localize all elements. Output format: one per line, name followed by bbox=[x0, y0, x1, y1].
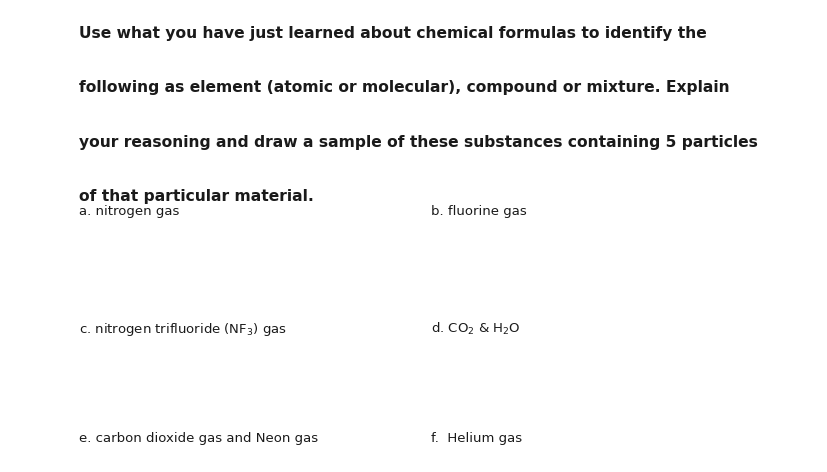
Text: your reasoning and draw a sample of these substances containing 5 particles: your reasoning and draw a sample of thes… bbox=[79, 135, 757, 150]
Text: a. nitrogen gas: a. nitrogen gas bbox=[79, 205, 179, 219]
Text: d. CO$_2$ & H$_2$O: d. CO$_2$ & H$_2$O bbox=[430, 321, 519, 337]
Text: b. fluorine gas: b. fluorine gas bbox=[430, 205, 526, 219]
Text: c. nitrogen trifluoride (NF$_3$) gas: c. nitrogen trifluoride (NF$_3$) gas bbox=[79, 321, 286, 338]
Text: of that particular material.: of that particular material. bbox=[79, 189, 313, 204]
Text: f.  Helium gas: f. Helium gas bbox=[430, 432, 521, 445]
Text: following as element (atomic or molecular), compound or mixture. Explain: following as element (atomic or molecula… bbox=[79, 80, 729, 95]
Text: e. carbon dioxide gas and Neon gas: e. carbon dioxide gas and Neon gas bbox=[79, 432, 318, 445]
Text: Use what you have just learned about chemical formulas to identify the: Use what you have just learned about che… bbox=[79, 26, 705, 41]
